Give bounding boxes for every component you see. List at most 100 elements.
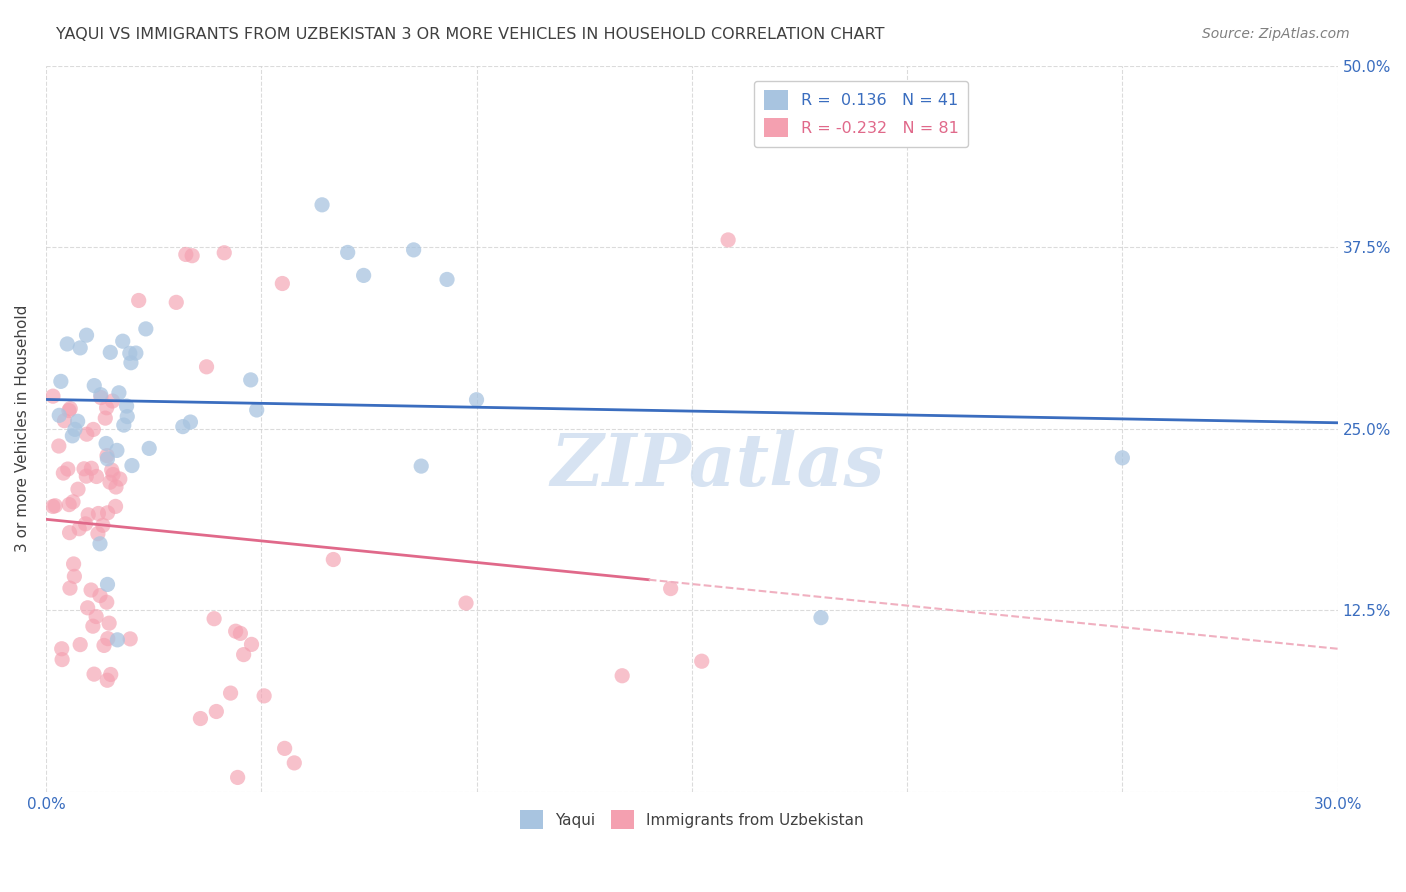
Point [48,409,70,423]
Point [246,403,269,417]
Y-axis label: 3 or more Vehicles in Household: 3 or more Vehicles in Household [15,305,30,552]
Point [58,525,80,540]
Point [212,245,235,260]
Point [271,277,294,291]
Point [120,356,142,370]
Point [172,419,194,434]
Point [229,626,252,640]
Point [135,322,157,336]
Point [63,422,86,436]
Point [49,375,72,389]
Point [90,387,112,401]
Point [98,616,121,631]
Point [96,577,118,591]
Point [53,414,76,428]
Point [67,522,90,536]
Point [44,499,66,513]
Point [60,429,83,443]
Point [59,581,82,595]
Point [174,247,197,261]
Point [138,442,160,456]
Point [69,638,91,652]
Point [226,771,249,785]
Point [56,337,79,351]
Point [87,526,110,541]
Point [128,293,150,308]
Point [202,612,225,626]
Point [100,667,122,681]
Point [107,632,129,647]
Point [42,389,65,403]
Point [115,399,138,413]
Point [58,403,80,417]
Point [96,449,118,463]
Point [42,500,65,514]
Point [84,609,107,624]
Point [96,401,118,415]
Point [111,334,134,349]
Point [56,462,79,476]
Point [76,328,98,343]
Point [83,378,105,392]
Point [659,582,682,596]
Point [353,268,375,283]
Point [336,245,359,260]
Point [66,414,89,428]
Point [89,537,111,551]
Point [454,596,477,610]
Point [240,637,263,651]
Point [104,480,127,494]
Point [62,495,84,509]
Point [96,673,118,688]
Point [51,652,73,666]
Point [94,411,117,425]
Point [80,461,103,475]
Point [58,498,80,512]
Point [76,600,98,615]
Point [273,741,295,756]
Point [225,624,247,639]
Point [100,463,122,477]
Point [612,669,634,683]
Point [75,516,97,531]
Point [97,632,120,646]
Point [120,632,142,646]
Point [104,500,127,514]
Point [411,459,433,474]
Text: ZIPatlas: ZIPatlas [551,430,884,500]
Point [232,648,254,662]
Point [311,198,333,212]
Point [121,458,143,473]
Point [73,462,96,476]
Point [181,249,204,263]
Point [195,359,218,374]
Point [96,595,118,609]
Point [96,451,118,466]
Point [283,756,305,770]
Point [59,401,82,416]
Text: Source: ZipAtlas.com: Source: ZipAtlas.com [1202,27,1350,41]
Point [97,506,120,520]
Point [48,439,70,453]
Point [82,619,104,633]
Point [63,569,86,583]
Legend: Yaqui, Immigrants from Uzbekistan: Yaqui, Immigrants from Uzbekistan [515,805,869,835]
Point [253,689,276,703]
Point [90,391,112,405]
Point [76,427,98,442]
Point [91,518,114,533]
Point [117,409,139,424]
Point [105,443,128,458]
Point [190,712,212,726]
Point [77,508,100,522]
Point [62,557,84,571]
Point [98,475,121,490]
Point [219,686,242,700]
Point [322,552,344,566]
Point [690,654,713,668]
Point [101,394,124,409]
Point [108,385,131,400]
Point [66,482,89,496]
Point [717,233,740,247]
Point [165,295,187,310]
